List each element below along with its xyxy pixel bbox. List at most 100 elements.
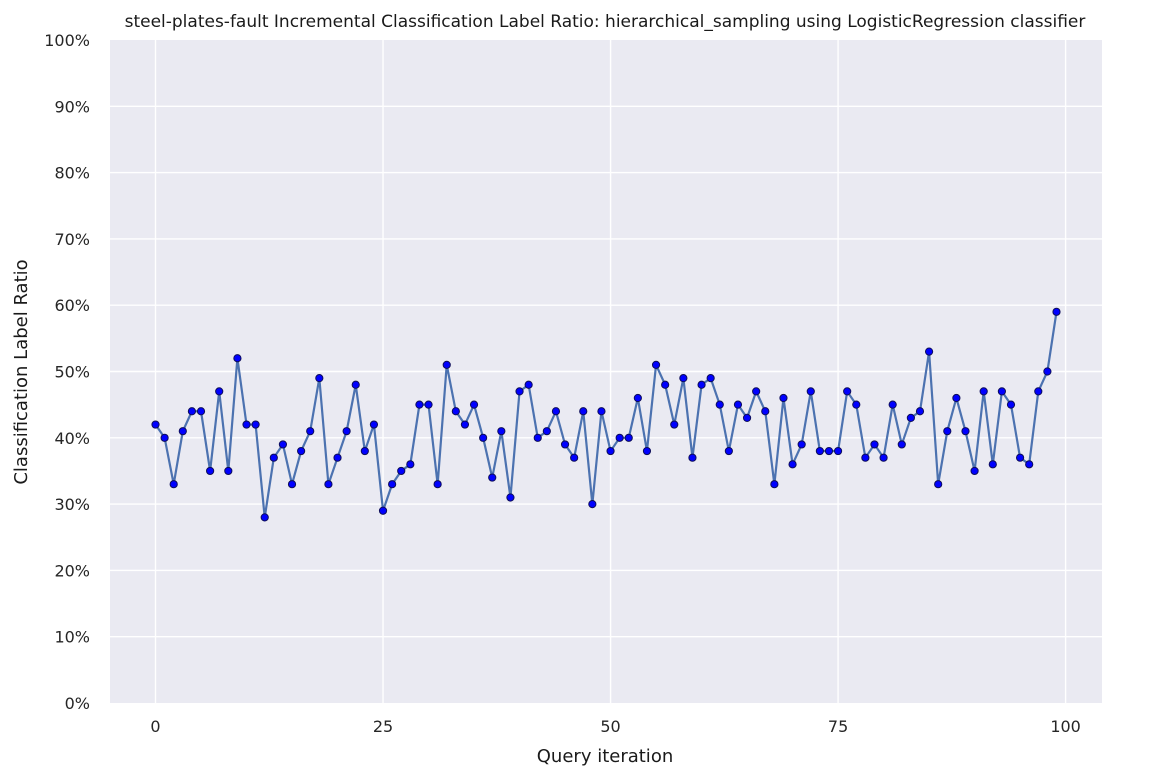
data-point <box>870 440 879 449</box>
data-point <box>315 374 324 383</box>
data-point <box>306 427 315 436</box>
data-point <box>415 400 424 409</box>
data-point <box>196 407 206 416</box>
data-point <box>269 453 278 462</box>
data-point <box>515 387 524 396</box>
y-tick-label: 10% <box>54 628 90 647</box>
x-tick-label: 25 <box>373 717 393 736</box>
data-point <box>843 387 852 396</box>
data-point <box>970 466 979 476</box>
data-point <box>943 427 952 436</box>
data-point <box>988 460 997 469</box>
data-point <box>151 420 160 429</box>
data-point <box>169 480 178 489</box>
data-point <box>360 446 369 456</box>
data-point <box>160 433 169 442</box>
data-point <box>1043 367 1052 376</box>
data-point <box>788 460 797 469</box>
y-tick-label: 80% <box>54 164 90 183</box>
data-point <box>706 374 715 383</box>
data-point <box>579 407 588 416</box>
data-point <box>542 427 551 436</box>
data-point <box>952 393 961 403</box>
data-point <box>752 387 761 396</box>
data-point <box>779 393 788 403</box>
data-point <box>997 387 1006 396</box>
y-tick-label: 0% <box>65 694 90 713</box>
data-point <box>469 400 479 409</box>
data-point <box>251 420 260 429</box>
y-tick-label: 50% <box>54 363 90 382</box>
x-axis-ticks: 0 25 50 75 100 <box>150 717 1080 736</box>
data-point <box>187 407 197 416</box>
data-point <box>378 506 388 515</box>
data-point <box>460 420 470 429</box>
data-point <box>333 453 342 462</box>
data-point <box>506 493 515 502</box>
data-point <box>824 446 834 456</box>
data-point <box>670 420 679 429</box>
data-point <box>679 374 688 383</box>
data-point <box>342 427 351 436</box>
x-tick-label: 0 <box>150 717 160 736</box>
data-point <box>852 400 861 409</box>
data-point <box>888 400 897 409</box>
data-point <box>897 440 906 449</box>
data-point <box>369 420 379 429</box>
data-point <box>906 413 915 423</box>
data-point <box>1034 387 1043 396</box>
data-point <box>233 354 242 363</box>
y-axis-label: Classification Label Ratio <box>11 259 32 484</box>
y-axis-ticks: 0% 10% 20% 30% 40% 50% 60% 70% 80% 90% 100% <box>44 31 90 713</box>
grid-lines <box>110 40 1102 703</box>
data-point <box>1052 307 1061 316</box>
data-point <box>797 440 806 449</box>
data-point <box>451 407 460 416</box>
data-point <box>742 413 752 423</box>
data-point <box>761 407 770 416</box>
data-point <box>651 360 661 369</box>
data-point <box>351 380 360 389</box>
data-point <box>324 480 333 489</box>
data-point <box>479 433 488 442</box>
data-point <box>488 473 497 482</box>
data-point <box>397 466 406 476</box>
x-tick-label: 75 <box>828 717 848 736</box>
data-point <box>606 446 615 456</box>
data-point <box>533 433 542 442</box>
x-tick-label: 50 <box>600 717 620 736</box>
chart-title: steel-plates-fault Incremental Classific… <box>125 12 1086 32</box>
y-tick-label: 70% <box>54 230 90 249</box>
data-point <box>433 480 442 489</box>
data-point <box>442 360 451 369</box>
data-point <box>224 466 233 476</box>
data-point <box>770 480 779 489</box>
data-point <box>661 380 670 389</box>
data-point <box>242 420 251 429</box>
data-point <box>278 440 288 449</box>
data-point <box>624 433 633 442</box>
y-tick-label: 60% <box>54 296 90 315</box>
y-tick-label: 90% <box>54 97 90 116</box>
y-tick-label: 100% <box>44 31 90 50</box>
data-point <box>815 446 824 456</box>
data-point <box>715 400 724 409</box>
data-point <box>178 427 187 436</box>
data-point <box>406 460 415 469</box>
data-point <box>588 500 597 509</box>
data-point <box>297 446 306 456</box>
data-point <box>1025 460 1034 469</box>
data-point <box>733 400 743 409</box>
data-point <box>560 440 570 449</box>
data-point <box>551 407 561 416</box>
data-point <box>215 387 224 396</box>
data-point <box>388 480 397 489</box>
data-point <box>979 387 988 396</box>
x-axis-label: Query iteration <box>537 746 673 767</box>
data-point <box>924 347 934 356</box>
data-point <box>879 453 888 462</box>
data-point <box>961 427 970 436</box>
data-point <box>861 453 870 462</box>
series-line <box>154 311 1058 518</box>
